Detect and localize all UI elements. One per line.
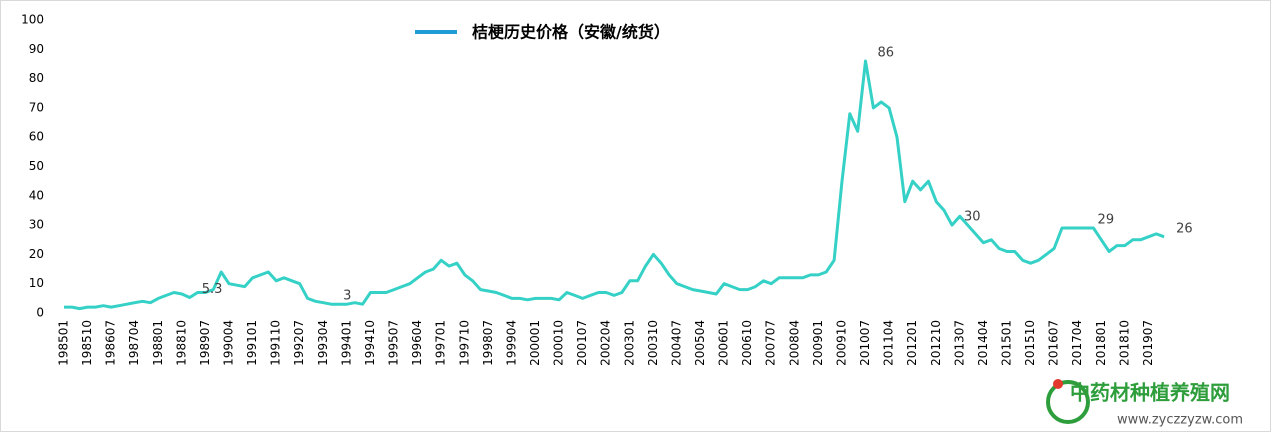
data-label: 26 [1176, 221, 1193, 236]
y-tick-label: 30 [29, 218, 44, 232]
x-tick-label: 199110 [269, 320, 283, 366]
x-tick-label: 198607 [104, 320, 118, 366]
x-tick-label: 200010 [552, 320, 566, 366]
x-tick-label: 201704 [1070, 320, 1084, 366]
x-tick-label: 200407 [669, 320, 683, 366]
x-tick-label: 200310 [646, 320, 660, 366]
data-label: 86 [878, 46, 895, 61]
watermark-name: 中药材种植养殖网 [1070, 381, 1230, 405]
y-tick-label: 90 [29, 42, 44, 56]
price-line [64, 59, 1165, 311]
x-tick-label: 199101 [245, 320, 259, 366]
x-tick-label: 201307 [952, 320, 966, 366]
x-tick-label: 201404 [976, 320, 990, 366]
data-label: 30 [964, 210, 981, 225]
data-label: 3 [343, 289, 351, 304]
y-tick-label: 100 [21, 13, 44, 27]
x-tick-label: 200707 [764, 320, 778, 366]
x-tick-label: 201501 [999, 320, 1013, 366]
x-tick-label: 199207 [292, 320, 306, 366]
x-tick-label: 199710 [457, 320, 471, 366]
data-label: 29 [1098, 213, 1115, 228]
watermark-dot [1053, 379, 1063, 389]
legend-label: 桔梗历史价格（安徽/统货） [472, 23, 670, 42]
x-tick-label: 198501 [57, 320, 71, 366]
x-tick-label: 200910 [834, 320, 848, 366]
x-tick-label: 198907 [198, 320, 212, 366]
y-tick-label: 20 [29, 247, 44, 261]
x-tick-label: 200610 [740, 320, 754, 366]
x-tick-label: 200001 [528, 320, 542, 366]
x-tick-label: 200301 [622, 320, 636, 366]
y-tick-label: 0 [36, 306, 44, 320]
x-tick-label: 201801 [1094, 320, 1108, 366]
data-label: 5.3 [202, 282, 223, 297]
x-tick-label: 199004 [222, 320, 236, 366]
y-tick-label: 50 [29, 159, 44, 173]
y-tick-label: 80 [29, 71, 44, 85]
x-tick-label: 198801 [151, 320, 165, 366]
x-tick-label: 199304 [316, 320, 330, 366]
x-tick-label: 201104 [882, 320, 896, 366]
x-tick-label: 200804 [787, 320, 801, 366]
x-tick-label: 201007 [858, 320, 872, 366]
x-tick-label: 201907 [1141, 320, 1155, 366]
x-tick-label: 199410 [363, 320, 377, 366]
watermark-logo [1046, 380, 1090, 424]
y-tick-label: 10 [29, 276, 44, 290]
x-tick-label: 198810 [174, 320, 188, 366]
watermark-url: www.zyczzyzw.com [1117, 413, 1243, 428]
x-tick-label: 199807 [481, 320, 495, 366]
x-tick-label: 201210 [929, 320, 943, 366]
x-tick-label: 199904 [504, 320, 518, 366]
x-tick-label: 201607 [1047, 320, 1061, 366]
x-tick-label: 200601 [717, 320, 731, 366]
x-tick-label: 199701 [434, 320, 448, 366]
x-tick-label: 199507 [387, 320, 401, 366]
x-tick-label: 201810 [1117, 320, 1131, 366]
x-tick-label: 198704 [127, 320, 141, 366]
x-tick-label: 200504 [693, 320, 707, 366]
x-tick-label: 199401 [339, 320, 353, 366]
x-tick-label: 201510 [1023, 320, 1037, 366]
y-tick-label: 40 [29, 188, 44, 202]
y-tick-label: 60 [29, 130, 44, 144]
x-tick-label: 200107 [575, 320, 589, 366]
x-tick-label: 200901 [811, 320, 825, 366]
x-tick-label: 200204 [599, 320, 613, 366]
x-tick-label: 198510 [80, 320, 94, 366]
y-tick-label: 70 [29, 100, 44, 114]
x-tick-label: 201201 [905, 320, 919, 366]
x-tick-label: 199604 [410, 320, 424, 366]
